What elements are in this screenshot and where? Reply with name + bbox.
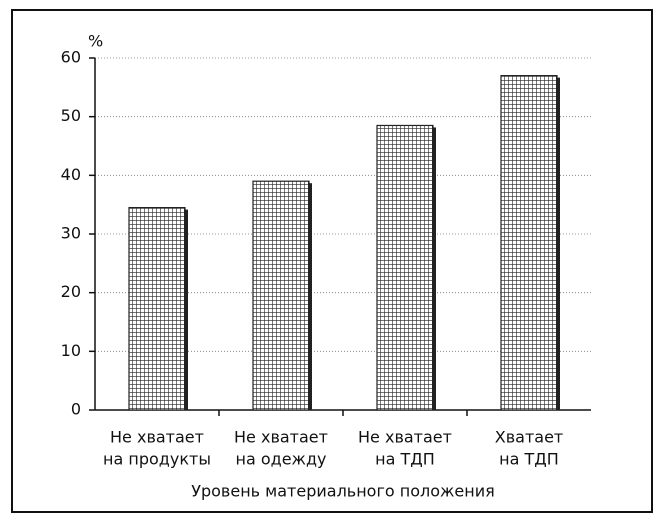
x-tick-label: Не хватает xyxy=(358,428,452,447)
y-tick-label: 10 xyxy=(61,341,81,360)
bar-shadow xyxy=(309,183,312,410)
y-tick-label: 60 xyxy=(61,48,81,67)
x-axis-label: Уровень материального положения xyxy=(191,482,495,501)
x-tick-label: на одежду xyxy=(236,450,327,469)
y-tick-label: 0 xyxy=(71,400,81,419)
x-tick-label: Не хватает xyxy=(234,428,328,447)
y-tick-label: 40 xyxy=(61,165,81,184)
bar-shadow xyxy=(433,127,436,410)
y-tick-label: 50 xyxy=(61,106,81,125)
y-tick-label: 20 xyxy=(61,282,81,301)
x-tick-label: на ТДП xyxy=(375,450,435,469)
x-tick-label: Хватает xyxy=(495,428,563,447)
x-tick-label: Не хватает xyxy=(110,428,204,447)
bar xyxy=(252,180,310,411)
bar-shadow xyxy=(557,77,560,410)
bar xyxy=(500,74,558,411)
x-tick-label: на продукты xyxy=(103,450,211,469)
y-axis-label: % xyxy=(88,32,103,51)
y-tick-label: 30 xyxy=(61,224,81,243)
x-tick-label: на ТДП xyxy=(499,450,559,469)
bar xyxy=(376,124,434,411)
frame xyxy=(11,9,653,513)
bar xyxy=(128,207,186,411)
bar-shadow xyxy=(185,209,188,410)
